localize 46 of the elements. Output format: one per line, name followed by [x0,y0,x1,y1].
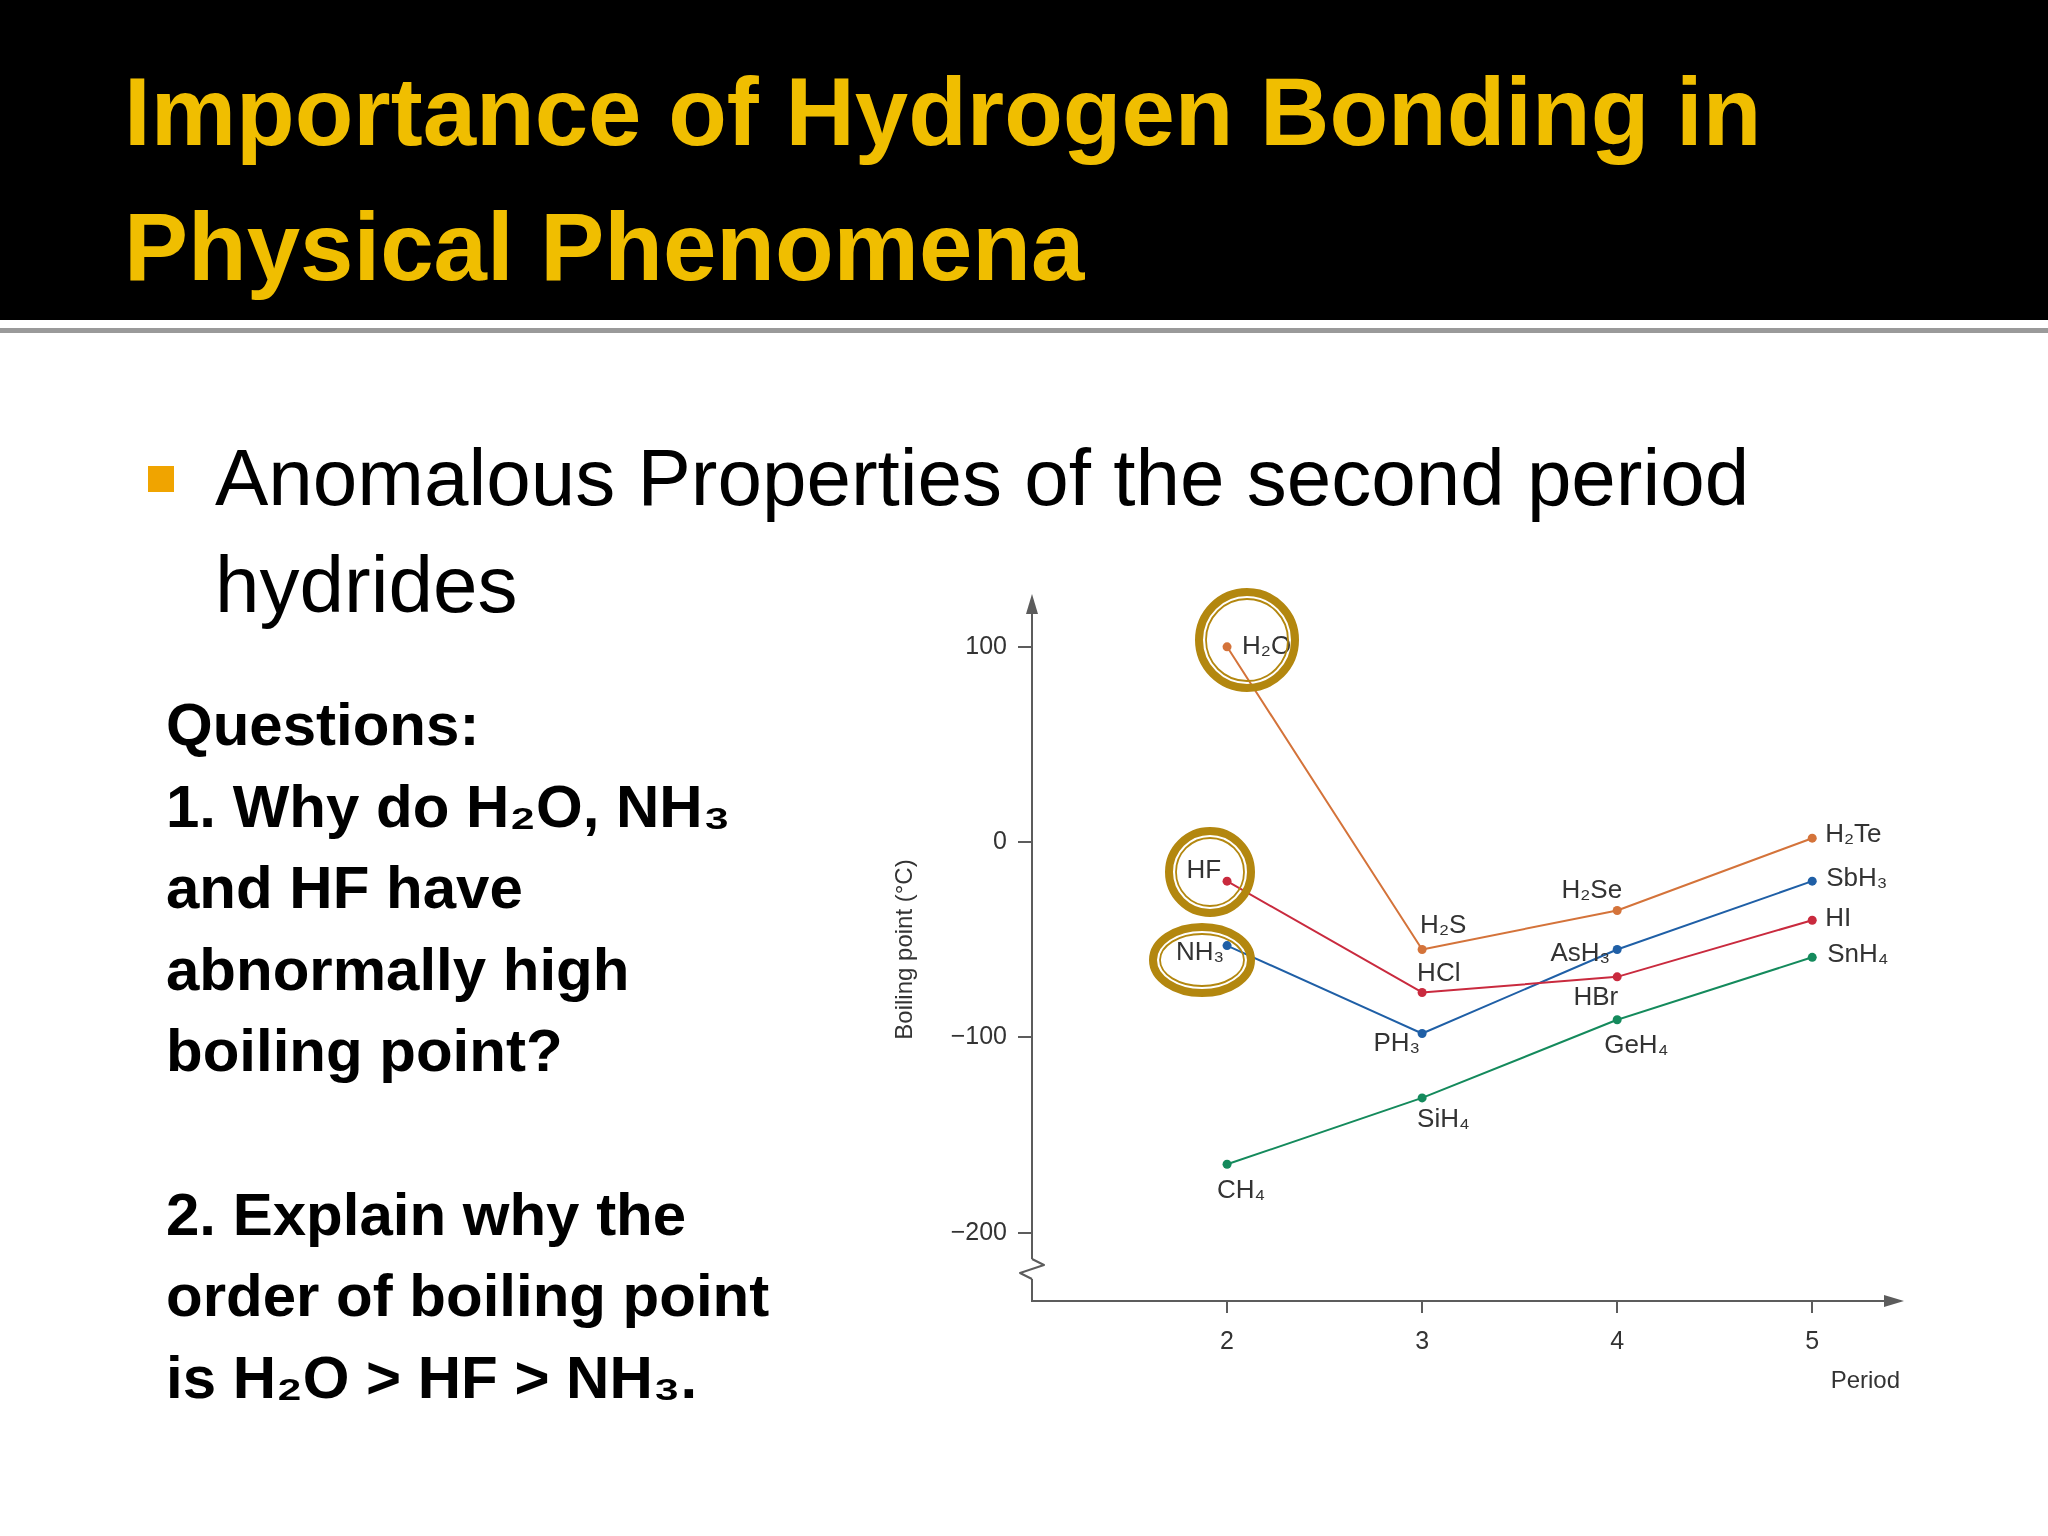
point [1807,876,1817,886]
y-tick-label: −200 [950,1216,1007,1245]
annotation: HCl [1417,956,1461,987]
annotation: SiH₄ [1417,1103,1470,1134]
point [1222,876,1232,886]
point [1612,945,1622,954]
annotation: NH₃ [1175,935,1225,966]
y-tick-label: −100 [950,1021,1007,1050]
annotation: CH₄ [1217,1174,1266,1205]
chart-title: Importance of Hydrogen Bonding in Physical Phenomena [124,57,1763,302]
y-tick-label: 0 [993,825,1007,854]
point [1612,972,1622,982]
x-tick-label: 4 [1610,1325,1625,1354]
point [1222,941,1232,951]
y-axis-title: Boiling point (°C) [890,859,918,1040]
point [1807,833,1817,843]
annotation: AsH₃ [1550,936,1611,967]
annotation: H₂Se [1561,873,1623,904]
annotation: GeH₄ [1604,1028,1669,1059]
text: Questions: [166,690,481,760]
point [1612,1015,1622,1025]
point [1807,915,1817,925]
x-tick-label: 2 [1220,1325,1235,1354]
x-axis-title: Period [1830,1366,1900,1394]
x-tick-label: 5 [1805,1325,1820,1354]
annotation: SbH₃ [1826,862,1888,893]
annotation: H₂S [1420,908,1467,939]
point [1612,905,1622,915]
annotation: PH₃ [1373,1026,1421,1057]
annotation: H₂Te [1825,818,1882,849]
chart-subtitle: Anomalous Properties of the second period hydrides [215,433,1750,629]
annotation: SnH₄ [1827,938,1889,969]
point [1417,1028,1427,1038]
annotation: HF [1186,854,1222,885]
annotation: HI [1825,902,1852,933]
point [1417,1093,1427,1103]
annotation: HBr [1573,981,1619,1012]
y-tick-label: 100 [965,630,1007,659]
point [1417,987,1427,997]
text: 1. Why do H₂O, NH₃ and HF have abnormally high boiling point? [166,771,732,1087]
point [1417,945,1427,954]
text: 2. Explain why the order of boiling point is H₂O > HF > NH₃. [166,1179,771,1413]
point [1807,952,1817,962]
x-tick-label: 3 [1415,1325,1430,1354]
point [1222,1159,1232,1169]
point [1222,642,1232,652]
